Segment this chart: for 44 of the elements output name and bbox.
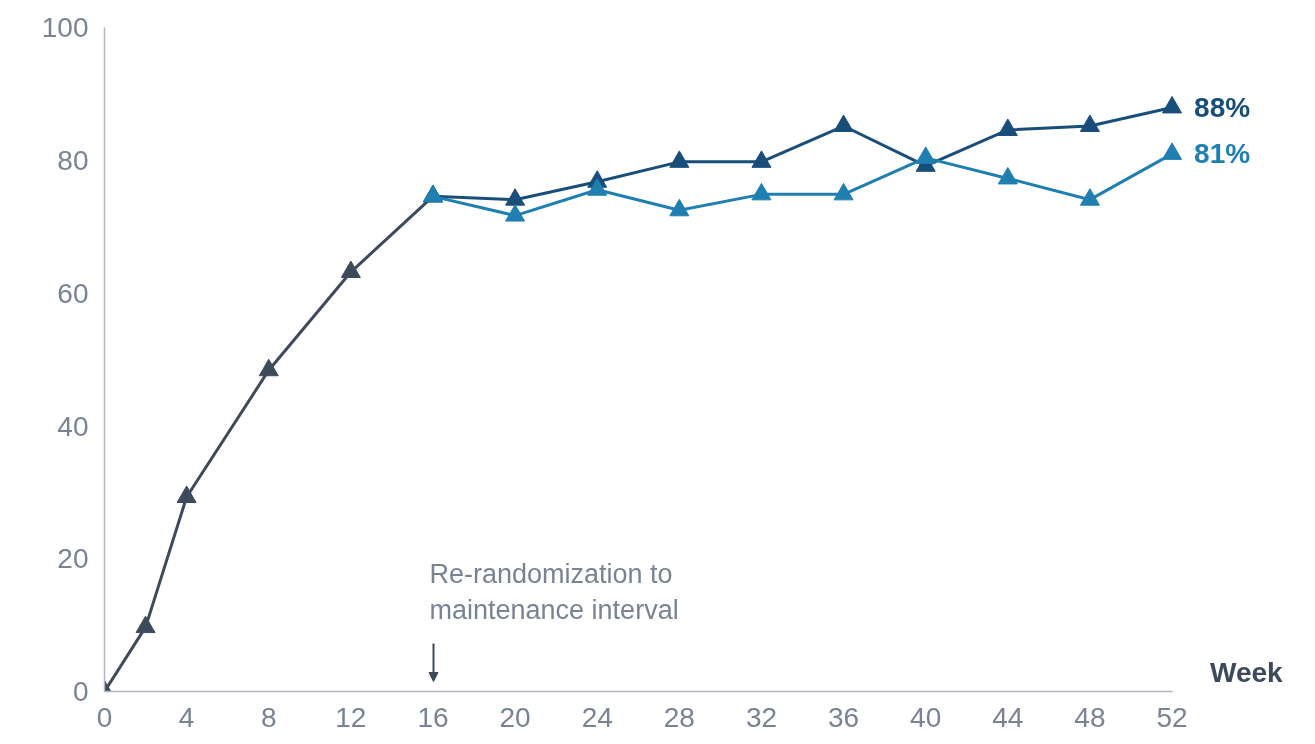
y-tick-label: 20 [57, 543, 89, 575]
point [997, 118, 1018, 136]
x-tick-label: 4 [178, 701, 195, 733]
point [669, 198, 690, 217]
x-tick-label: 36 [828, 701, 860, 733]
x-axis-title: Week [1210, 656, 1284, 688]
point [505, 204, 526, 222]
point [751, 150, 772, 168]
point [505, 188, 526, 206]
point [258, 358, 279, 377]
y-tick-label: 60 [57, 277, 89, 309]
point [135, 615, 156, 634]
point [587, 178, 608, 196]
x-tick-label: 24 [581, 701, 613, 733]
point [1162, 95, 1183, 114]
x-tick-label: 16 [417, 701, 449, 733]
x-tick-label: 40 [910, 701, 942, 733]
data-label: 88% [1194, 91, 1251, 123]
x-tick-label: 20 [499, 701, 531, 733]
x-tick-label: 12 [335, 701, 367, 733]
x-tick-label: 44 [992, 701, 1024, 733]
x-tick-label: 52 [1156, 701, 1188, 733]
annotation: Re-randomization to maintenance interval [429, 558, 679, 625]
point [1079, 114, 1100, 132]
x-tick-label: 0 [96, 701, 113, 733]
x-tick-label: 32 [745, 701, 778, 733]
point [340, 260, 361, 279]
y-tick-label: 40 [57, 410, 89, 442]
point [669, 150, 690, 168]
point [1079, 188, 1100, 206]
y-tick-label: 100 [41, 12, 89, 44]
x-tick-label: 28 [663, 701, 695, 733]
point [176, 485, 197, 504]
y-tick-label: 80 [57, 145, 89, 177]
point [833, 114, 854, 132]
point [1162, 142, 1183, 160]
y-tick-label: 0 [72, 676, 89, 707]
x-tick-label: 48 [1074, 701, 1106, 733]
point [751, 182, 772, 201]
point [915, 146, 936, 164]
point [997, 166, 1018, 185]
point [833, 182, 854, 201]
x-tick-label: 8 [260, 701, 277, 733]
data-label: 81% [1194, 138, 1251, 170]
